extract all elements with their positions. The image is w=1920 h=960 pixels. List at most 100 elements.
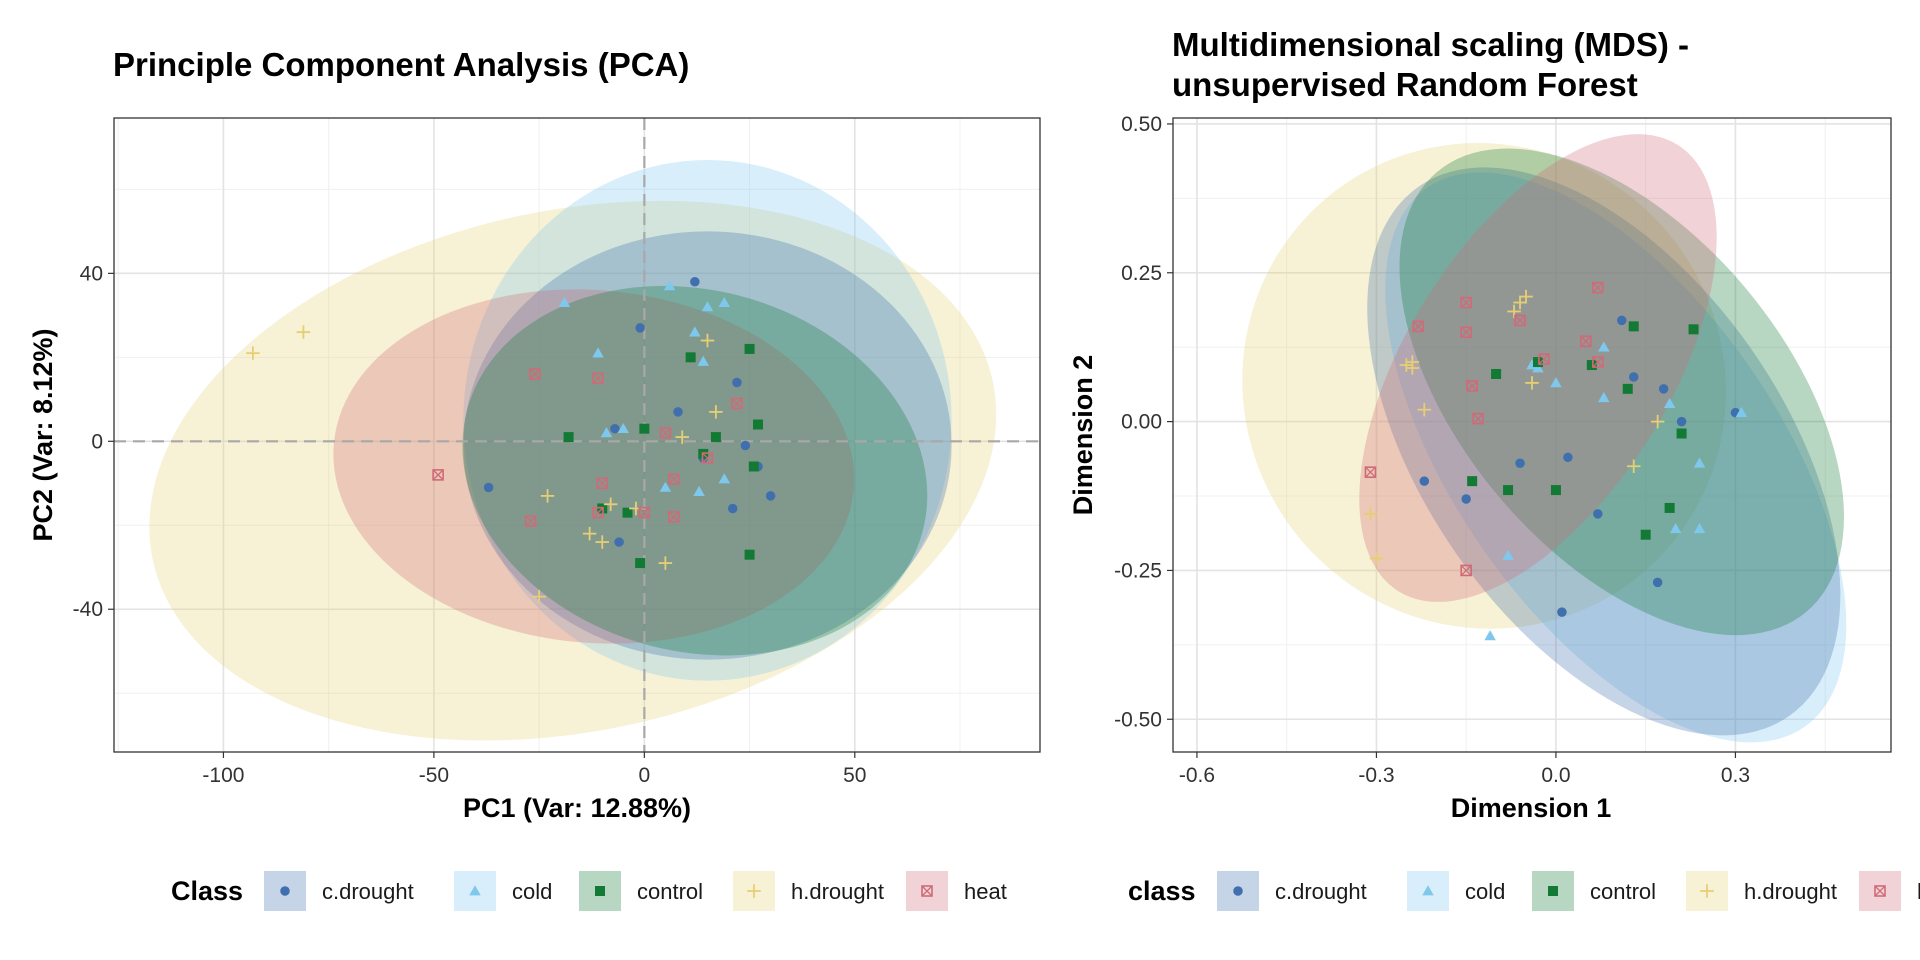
pca-point-control <box>635 558 646 569</box>
pca-point-h-drought <box>582 526 597 541</box>
pca-point-control <box>748 461 759 472</box>
pca-point-c-drought <box>610 423 620 434</box>
mds-point-c-drought <box>1461 494 1471 504</box>
mds-point-h-drought <box>1626 459 1641 474</box>
legend-item-control: control <box>1532 871 1656 911</box>
pca-point-h-drought <box>532 589 546 604</box>
pca-points <box>246 276 776 604</box>
mds-point-control <box>1628 321 1639 332</box>
mds-legend: class c.drought cold control h.drought heat <box>1128 871 1920 911</box>
mds-point-control <box>1532 357 1543 368</box>
mds-ellipses <box>1242 134 1847 743</box>
mds-point-cold <box>1663 397 1676 409</box>
legend-marker-cold <box>1422 885 1434 896</box>
legend-marker-cold <box>469 885 481 896</box>
pca-point-h-drought <box>296 325 311 339</box>
mds-point-control <box>1622 383 1633 394</box>
mds-point-cold <box>1550 377 1562 388</box>
pca-y-tick-label: 40 <box>80 262 103 285</box>
pca-point-heat <box>701 452 714 464</box>
legend-label-h-drought: h.drought <box>1744 879 1837 904</box>
mds-y-tick-label: 0.50 <box>1121 113 1162 136</box>
mds-point-cold <box>1693 523 1706 534</box>
pca-point-c-drought <box>690 276 700 287</box>
pca-point-heat <box>592 506 604 519</box>
pca-point-c-drought <box>740 440 751 451</box>
mds-point-heat <box>1466 380 1478 392</box>
pca-point-cold <box>701 301 714 312</box>
pca-point-c-drought <box>732 377 742 388</box>
mds-point-c-drought <box>1628 372 1639 382</box>
mds-point-cold <box>1598 392 1610 403</box>
mds-x-tick-label: -0.3 <box>1358 764 1394 787</box>
pca-point-c-drought <box>727 503 738 514</box>
mds-point-cold <box>1669 523 1682 534</box>
mds-point-control <box>1664 502 1675 513</box>
pca-x-tick-label: -50 <box>419 764 449 787</box>
pca-point-cold <box>693 485 705 496</box>
pca-ticks: -100 -50 0 50 -40 0 40 <box>73 262 867 787</box>
legend-label-control: control <box>637 879 703 904</box>
pca-panel: Principle Component Analysis (PCA) -100-… <box>28 46 1041 823</box>
mds-y-tick-label: 0.00 <box>1121 411 1162 434</box>
legend-marker-c-drought <box>1233 886 1243 896</box>
pca-point-control <box>622 507 633 518</box>
pca-point-h-drought <box>675 430 689 444</box>
mds-point-control <box>1491 368 1502 379</box>
pca-legend-title: Class <box>171 876 243 906</box>
mds-point-cold <box>1502 549 1514 560</box>
mds-point-c-drought <box>1515 458 1525 469</box>
mds-point-c-drought <box>1593 509 1603 519</box>
pca-y-tick-label: 0 <box>91 430 103 453</box>
mds-point-h-drought <box>1417 402 1432 417</box>
pca-x-tick-label: 0 <box>639 764 651 787</box>
mds-point-control <box>1550 485 1561 496</box>
mds-point-c-drought <box>1557 607 1567 617</box>
pca-point-heat <box>668 473 680 485</box>
mds-point-heat <box>1460 326 1472 339</box>
legend-marker-h-drought <box>1700 884 1714 898</box>
pca-x-tick-label: 50 <box>843 764 866 787</box>
pca-point-cold <box>663 280 676 291</box>
mds-point-c-drought <box>1658 384 1669 394</box>
legend-item-cold: cold <box>454 871 552 911</box>
mds-point-control <box>1467 476 1478 487</box>
pca-point-cold <box>659 481 672 492</box>
legend-item-c-drought: c.drought <box>264 871 414 911</box>
mds-point-heat <box>1472 412 1484 425</box>
pca-x-tick-label: -100 <box>202 764 244 787</box>
pca-point-control <box>752 419 763 430</box>
legend-marker-heat <box>921 885 933 897</box>
pca-ellipse-control <box>462 285 928 656</box>
mds-point-h-drought <box>1405 361 1420 375</box>
pca-reference-lines <box>114 118 1040 752</box>
pca-point-h-drought <box>246 346 260 360</box>
mds-title-line-2: unsupervised Random Forest <box>1172 66 1638 103</box>
legend-item-control: control <box>579 871 703 911</box>
mds-panel: Multidimensional scaling (MDS) - unsuper… <box>1068 26 1892 823</box>
pca-point-c-drought <box>483 482 494 493</box>
mds-point-cold <box>1598 341 1610 352</box>
pca-point-cold <box>718 473 731 484</box>
pca-point-control <box>685 352 696 363</box>
mds-point-c-drought <box>1617 315 1627 326</box>
legend-label-heat: heat <box>964 879 1007 904</box>
pca-point-control <box>744 549 755 560</box>
legend-label-cold: cold <box>1465 879 1505 904</box>
legend-item-heat: heat <box>1859 871 1920 911</box>
mds-title-line-1: Multidimensional scaling (MDS) - <box>1172 26 1689 63</box>
mds-point-h-drought <box>1369 551 1384 566</box>
mds-ellipse-cold <box>1385 172 1847 743</box>
pca-point-control <box>744 343 755 354</box>
legend-label-control: control <box>1590 879 1656 904</box>
pca-point-c-drought <box>673 407 683 417</box>
mds-point-control <box>1688 324 1699 335</box>
legend-marker-h-drought <box>747 884 761 898</box>
mds-point-cold <box>1532 362 1544 373</box>
mds-point-h-drought <box>1650 414 1665 429</box>
mds-point-heat <box>1412 320 1425 333</box>
pca-point-h-drought <box>658 556 673 570</box>
pca-point-heat <box>659 427 672 439</box>
mds-point-cold <box>1735 406 1748 417</box>
pca-point-control <box>563 432 574 443</box>
